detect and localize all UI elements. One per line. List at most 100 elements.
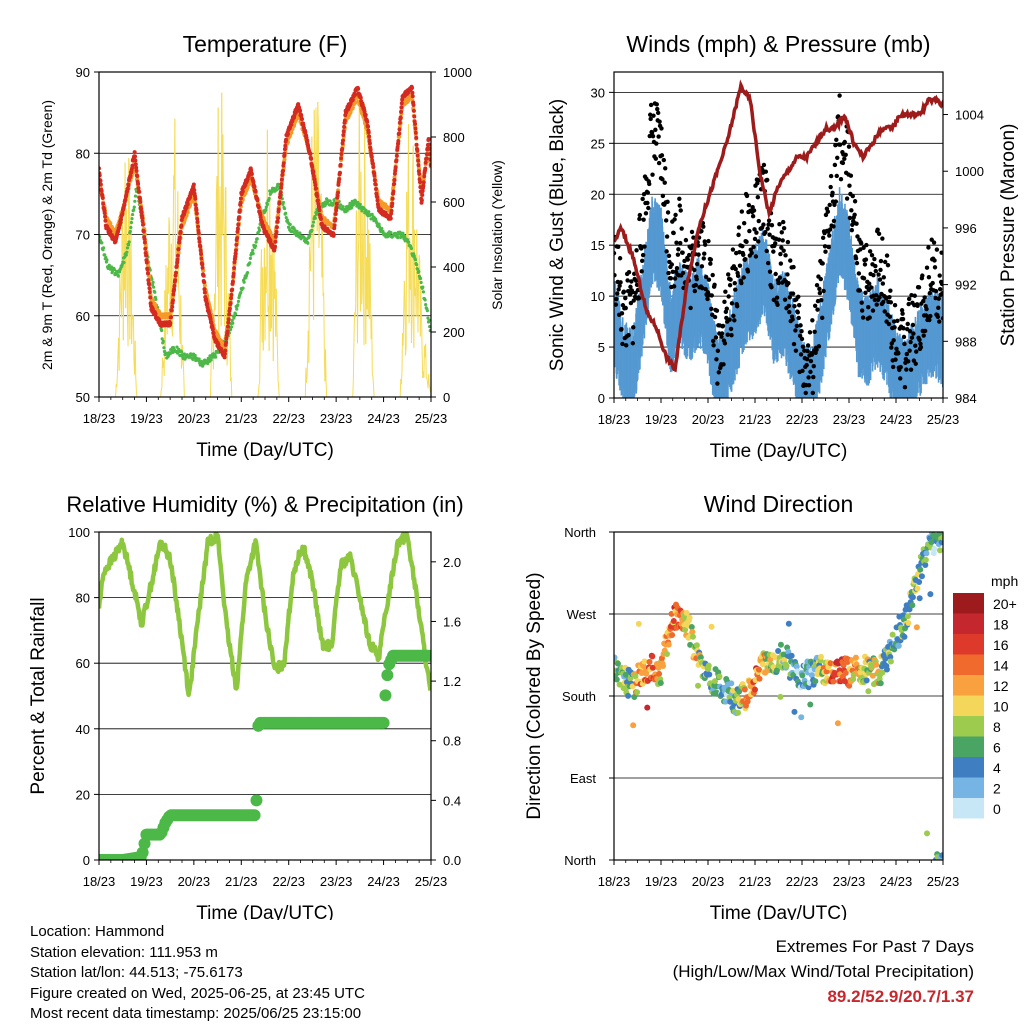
- winds-ytick-label: 0: [598, 391, 605, 406]
- temp-2m-series-point: [414, 131, 418, 135]
- gust-point: [777, 237, 781, 241]
- temp-2m-series-point: [279, 186, 283, 190]
- gust-point: [641, 218, 645, 222]
- gust-point: [731, 247, 735, 251]
- temp-2m-series-point: [398, 121, 402, 125]
- temp-2m-series-point: [223, 355, 227, 359]
- temp-2m-series-point: [136, 186, 140, 190]
- gust-point: [764, 170, 768, 174]
- gust-point: [864, 257, 868, 261]
- gust-point: [711, 339, 715, 343]
- solar-insolation-segment: [429, 374, 430, 384]
- temp-2m-series-point: [224, 341, 228, 345]
- humidity-ylabel: Percent & Total Rainfall: [28, 597, 49, 794]
- solar-insolation-segment: [136, 390, 137, 397]
- precipitation-series: [93, 650, 435, 866]
- temp-2m-series-point: [229, 301, 233, 305]
- gust-point: [934, 289, 938, 293]
- gust-point: [675, 266, 679, 270]
- gust-point: [618, 256, 622, 260]
- temp-2m-series-point: [148, 295, 152, 299]
- temperature-plot-area: [97, 85, 433, 397]
- temp-2m-series-point: [389, 216, 393, 220]
- gust-point: [619, 327, 623, 331]
- temp-2m-series-point: [317, 208, 321, 212]
- dewpoint-series-point: [249, 257, 252, 260]
- temp-2m-series-point: [359, 96, 363, 100]
- dewpoint-series-point: [264, 208, 267, 211]
- gust-point: [911, 323, 915, 327]
- gust-point: [620, 342, 624, 346]
- temp-2m-series-point: [134, 162, 138, 166]
- gust-point: [787, 304, 791, 308]
- solar-insolation-segment: [130, 287, 131, 340]
- temp-2m-series-point: [133, 154, 137, 158]
- temp-2m-series-point: [351, 98, 355, 102]
- winds-xtick-label: 18/23: [598, 412, 631, 427]
- gust-point: [812, 364, 816, 368]
- dewpoint-series-point: [130, 221, 133, 224]
- gust-point: [614, 297, 618, 301]
- gust-point: [874, 269, 878, 273]
- gust-point: [620, 311, 624, 315]
- gust-point: [826, 210, 830, 214]
- dewpoint-series-point: [311, 224, 314, 227]
- gust-point: [855, 261, 859, 265]
- gust-point: [786, 281, 790, 285]
- gust-point: [657, 119, 661, 123]
- humidity-y2tick-label: 0.0: [443, 853, 461, 868]
- winds-xtick-label: 23/23: [833, 412, 866, 427]
- gust-point: [801, 344, 805, 348]
- gust-point: [775, 295, 779, 299]
- gust-point: [667, 254, 671, 258]
- temperature-title: Temperature (F): [183, 31, 348, 57]
- temp-2m-series-point: [192, 182, 196, 186]
- solar-insolation-segment: [119, 269, 120, 370]
- gust-point: [818, 291, 822, 295]
- gust-point: [820, 316, 824, 320]
- gust-point: [743, 257, 747, 261]
- humidity-xtick-label: 19/23: [130, 874, 163, 889]
- temperature-y2label: Solar Insolation (Yellow): [489, 160, 505, 310]
- humidity-y2tick-label: 1.2: [443, 674, 461, 689]
- gust-point: [715, 308, 719, 312]
- temp-2m-series-point: [281, 169, 285, 173]
- gust-point: [863, 262, 867, 266]
- humidity-y2tick-label: 1.6: [443, 614, 461, 629]
- solar-insolation-segment: [355, 306, 356, 317]
- gust-point: [878, 277, 882, 281]
- gust-point: [775, 303, 779, 307]
- gust-point: [768, 269, 772, 273]
- gust-point: [646, 190, 650, 194]
- gust-point: [938, 287, 942, 291]
- temp-2m-series-point: [342, 125, 346, 129]
- gust-point: [928, 291, 932, 295]
- gust-point: [937, 296, 941, 300]
- dewpoint-series-point: [132, 208, 135, 211]
- temp-2m-series-point: [391, 190, 395, 194]
- gust-point: [887, 322, 891, 326]
- dewpoint-series-point: [421, 285, 424, 288]
- temperature-y2tick-label: 0: [443, 390, 450, 405]
- gust-point: [726, 333, 730, 337]
- temp-2m-series-point: [338, 171, 342, 175]
- temp-2m-series-point: [311, 170, 315, 174]
- temp-2m-series-point: [390, 209, 394, 213]
- gust-point: [837, 93, 841, 97]
- gust-point: [791, 265, 795, 269]
- gust-point: [800, 337, 804, 341]
- temp-2m-series-point: [154, 312, 158, 316]
- solar-insolation-segment: [136, 377, 137, 390]
- humidity-ytick-label: 80: [76, 591, 90, 606]
- temperature-xtick-label: 21/23: [225, 411, 258, 426]
- temp-2m-series-point: [171, 298, 175, 302]
- gust-point: [871, 273, 875, 277]
- solar-insolation-segment: [411, 320, 412, 343]
- dewpoint-series-point: [129, 230, 132, 233]
- gust-point: [876, 272, 880, 276]
- humidity-y2tick-label: 0.4: [443, 793, 461, 808]
- dewpoint-series-point: [252, 252, 255, 255]
- gust-point: [616, 245, 620, 249]
- gust-point: [808, 370, 812, 374]
- gust-point: [773, 241, 777, 245]
